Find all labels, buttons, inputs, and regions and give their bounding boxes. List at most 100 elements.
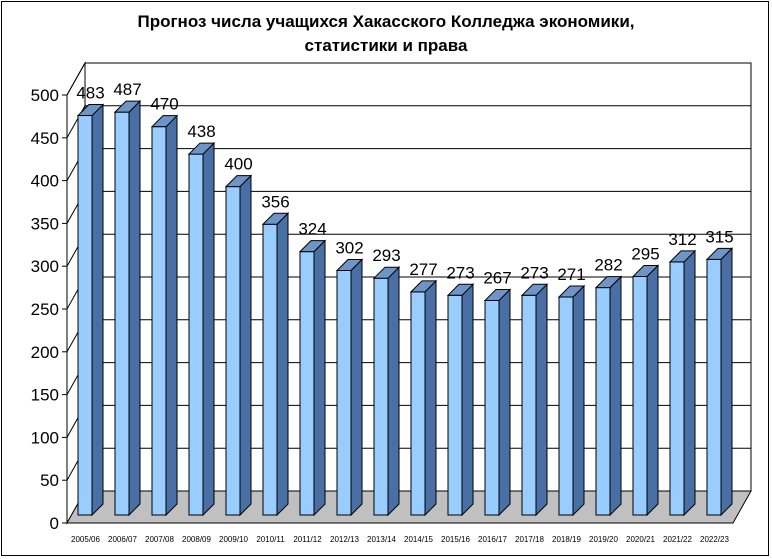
- x-tick-label: 2007/08: [145, 535, 174, 544]
- bar-front: [114, 111, 130, 516]
- bar: [187, 141, 216, 517]
- bar-side: [535, 283, 548, 517]
- bar: [335, 258, 364, 517]
- data-label: 295: [631, 244, 659, 263]
- bar-front: [262, 223, 278, 516]
- bars: [76, 99, 734, 517]
- x-tick-label: 2014/15: [404, 535, 433, 544]
- bar-top: [224, 175, 253, 188]
- data-label: 315: [705, 227, 733, 246]
- gridline-side: [66, 62, 86, 96]
- bar-side: [239, 174, 252, 517]
- x-tick-label: 2010/11: [256, 535, 285, 544]
- y-tick-label: 300: [31, 257, 59, 276]
- data-labels: 483 487 470 438 400 356 324 302 293 277 273 267 273 2…: [76, 80, 733, 287]
- bar-top: [705, 247, 734, 260]
- bar: [483, 288, 512, 517]
- bar: [224, 174, 253, 517]
- bar: [76, 103, 105, 517]
- bar-front: [77, 115, 93, 516]
- bar-top: [483, 288, 512, 301]
- data-label: 487: [113, 80, 141, 99]
- x-tick-label: 2019/20: [589, 535, 618, 544]
- bar-top: [335, 258, 364, 271]
- bar-top: [409, 280, 438, 293]
- data-label: 273: [446, 263, 474, 282]
- bar-front: [336, 269, 352, 516]
- data-label: 267: [483, 268, 511, 287]
- bar-top: [668, 250, 697, 263]
- x-tick-label: 2013/14: [367, 535, 396, 544]
- data-label: 293: [372, 246, 400, 265]
- y-tick-label: 250: [31, 300, 59, 319]
- bar-top: [372, 266, 401, 279]
- data-label: 271: [557, 265, 585, 284]
- x-tick-label: 2012/13: [330, 535, 359, 544]
- x-tick-label: 2020/21: [626, 535, 655, 544]
- data-label: 273: [520, 263, 548, 282]
- bar-top: [520, 283, 549, 296]
- data-label: 324: [298, 220, 326, 239]
- y-tick-label: 350: [31, 214, 59, 233]
- y-tick-label: 200: [31, 343, 59, 362]
- bar-side: [276, 212, 289, 517]
- bar-top: [446, 283, 475, 296]
- x-tick-label: 2018/19: [552, 535, 581, 544]
- x-tick-label: 2006/07: [108, 535, 137, 544]
- bar: [557, 284, 586, 517]
- y-tick-label: 450: [31, 129, 59, 148]
- y-tick-label: 0: [50, 514, 59, 533]
- bar-side: [387, 265, 400, 517]
- x-tick-label: 2009/10: [219, 535, 248, 544]
- y-tick-label: 400: [31, 172, 59, 191]
- x-tick-label: 2022/23: [700, 535, 729, 544]
- y-tick-label: 150: [31, 386, 59, 405]
- bar: [446, 283, 475, 517]
- bar-front: [188, 153, 204, 516]
- x-axis: 2005/06 2006/07 2007/08 2008/09 2009/10 2010/…: [71, 535, 729, 544]
- bar-top: [261, 212, 290, 225]
- bar-front: [558, 296, 574, 516]
- bar-front: [373, 277, 389, 516]
- bar-front: [484, 299, 500, 516]
- x-tick-label: 2016/17: [478, 535, 507, 544]
- bar: [261, 212, 290, 517]
- x-tick-label: 2011/12: [293, 535, 322, 544]
- bar-front: [595, 287, 611, 516]
- bar: [113, 99, 142, 517]
- bar-top: [594, 276, 623, 289]
- data-label: 312: [668, 230, 696, 249]
- bar-side: [646, 264, 659, 517]
- bar-front: [410, 291, 426, 516]
- bar-side: [313, 239, 326, 517]
- bar-side: [424, 279, 437, 517]
- bar-side: [91, 103, 104, 517]
- bar-top: [187, 142, 216, 155]
- data-label: 483: [76, 84, 104, 103]
- y-tick-label: 500: [31, 86, 59, 105]
- y-axis: 0 50 100 150 200 250 300 350 400 450 500: [31, 86, 68, 533]
- data-label: 282: [594, 256, 622, 275]
- bar-side: [165, 114, 178, 517]
- x-tick-label: 2017/18: [515, 535, 544, 544]
- bar-side: [202, 141, 215, 517]
- bar-side: [720, 247, 733, 517]
- x-tick-label: 2015/16: [441, 535, 470, 544]
- bar-front: [521, 294, 537, 516]
- bar: [150, 114, 179, 517]
- bar: [520, 283, 549, 517]
- bar-front: [669, 261, 685, 516]
- data-label: 277: [409, 260, 437, 279]
- bar-side: [461, 283, 474, 517]
- chart-title: Прогноз числа учащихся Хакасского Коллед…: [0, 10, 772, 58]
- bar: [668, 249, 697, 517]
- bar-top: [76, 104, 105, 117]
- bar-side: [683, 249, 696, 517]
- bar-top: [631, 264, 660, 277]
- bar-top: [113, 100, 142, 113]
- data-label: 356: [261, 192, 289, 211]
- bar-side: [350, 258, 363, 517]
- data-label: 438: [187, 122, 215, 141]
- x-tick-label: 2008/09: [182, 535, 211, 544]
